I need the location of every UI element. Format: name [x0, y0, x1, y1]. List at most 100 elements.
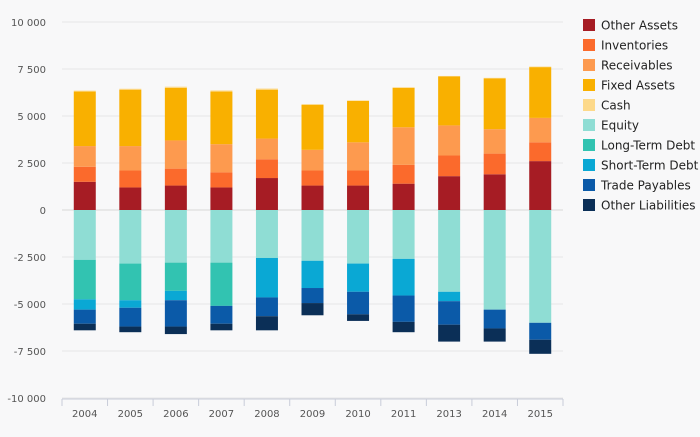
- bar-segment[interactable]: [255, 88, 278, 90]
- bar-segment[interactable]: [392, 87, 415, 128]
- bar-segment[interactable]: [483, 78, 506, 130]
- bar-segment[interactable]: [119, 89, 142, 147]
- bar-segment[interactable]: [301, 104, 324, 105]
- bar-segment[interactable]: [438, 125, 461, 156]
- bar-segment[interactable]: [301, 185, 324, 210]
- bar-segment[interactable]: [347, 142, 370, 171]
- bar-segment[interactable]: [210, 305, 233, 324]
- bar-segment[interactable]: [438, 324, 461, 342]
- bar-segment[interactable]: [255, 159, 278, 179]
- bar-segment[interactable]: [255, 138, 278, 160]
- bar-segment[interactable]: [483, 153, 506, 175]
- bar-segment[interactable]: [483, 174, 506, 210]
- bar-segment[interactable]: [73, 210, 96, 260]
- bar-segment[interactable]: [392, 183, 415, 210]
- bar-segment[interactable]: [392, 295, 415, 322]
- bar-segment[interactable]: [301, 210, 324, 261]
- bar-segment[interactable]: [438, 291, 461, 302]
- bar-segment[interactable]: [438, 155, 461, 177]
- legend-label[interactable]: Long-Term Debt: [601, 139, 695, 153]
- bar-segment[interactable]: [529, 67, 552, 118]
- bar-segment[interactable]: [483, 129, 506, 154]
- bar-segment[interactable]: [392, 258, 415, 296]
- bar-segment[interactable]: [529, 142, 552, 162]
- bar-segment[interactable]: [301, 260, 324, 289]
- bar-segment[interactable]: [529, 117, 552, 143]
- bar-segment[interactable]: [347, 170, 370, 186]
- bar-segment[interactable]: [255, 210, 278, 258]
- bar-segment[interactable]: [119, 326, 142, 333]
- legend-label[interactable]: Short-Term Debt: [601, 159, 699, 173]
- bar-segment[interactable]: [119, 187, 142, 210]
- legend-label[interactable]: Fixed Assets: [601, 79, 675, 93]
- bar-segment[interactable]: [301, 303, 324, 316]
- bar-segment[interactable]: [529, 322, 552, 340]
- bar-segment[interactable]: [164, 185, 187, 210]
- bar-segment[interactable]: [255, 178, 278, 210]
- bar-segment[interactable]: [73, 323, 96, 331]
- bar-segment[interactable]: [392, 164, 415, 184]
- bar-segment[interactable]: [164, 262, 187, 291]
- bar-segment[interactable]: [483, 309, 506, 329]
- bar-segment[interactable]: [164, 210, 187, 263]
- bar-segment[interactable]: [210, 323, 233, 331]
- bar-segment[interactable]: [119, 263, 142, 301]
- bar-segment[interactable]: [210, 90, 233, 92]
- bar-segment[interactable]: [164, 140, 187, 169]
- bar-segment[interactable]: [164, 87, 187, 141]
- bar-segment[interactable]: [529, 161, 552, 210]
- bar-segment[interactable]: [119, 307, 142, 327]
- bar-segment[interactable]: [119, 146, 142, 171]
- bar-segment[interactable]: [73, 309, 96, 324]
- bar-segment[interactable]: [164, 168, 187, 186]
- bar-segment[interactable]: [438, 75, 461, 77]
- bar-segment[interactable]: [73, 91, 96, 147]
- bar-segment[interactable]: [438, 176, 461, 210]
- legend-label[interactable]: Other Assets: [601, 19, 678, 33]
- bar-segment[interactable]: [255, 316, 278, 331]
- bar-segment[interactable]: [347, 100, 370, 101]
- bar-segment[interactable]: [529, 210, 552, 323]
- bar-segment[interactable]: [483, 77, 506, 79]
- bar-segment[interactable]: [210, 210, 233, 263]
- bar-segment[interactable]: [210, 262, 233, 306]
- bar-segment[interactable]: [529, 66, 552, 68]
- bar-segment[interactable]: [164, 300, 187, 327]
- bar-segment[interactable]: [438, 301, 461, 325]
- bar-segment[interactable]: [301, 170, 324, 186]
- bar-segment[interactable]: [301, 104, 324, 150]
- bar-segment[interactable]: [255, 257, 278, 298]
- bar-segment[interactable]: [347, 314, 370, 321]
- bar-segment[interactable]: [438, 76, 461, 126]
- legend-label[interactable]: Other Liabilities: [601, 199, 696, 213]
- bar-segment[interactable]: [164, 86, 187, 88]
- bar-segment[interactable]: [210, 91, 233, 145]
- bar-segment[interactable]: [255, 89, 278, 139]
- bar-segment[interactable]: [73, 166, 96, 182]
- bar-segment[interactable]: [255, 297, 278, 317]
- bar-segment[interactable]: [210, 144, 233, 173]
- bar-segment[interactable]: [73, 146, 96, 167]
- bar-segment[interactable]: [119, 170, 142, 188]
- legend-label[interactable]: Receivables: [601, 59, 673, 73]
- bar-segment[interactable]: [392, 127, 415, 165]
- bar-segment[interactable]: [119, 210, 142, 264]
- legend-label[interactable]: Equity: [601, 119, 639, 133]
- legend-label[interactable]: Cash: [601, 99, 631, 113]
- bar-segment[interactable]: [210, 172, 233, 188]
- bar-segment[interactable]: [119, 300, 142, 308]
- bar-segment[interactable]: [347, 263, 370, 292]
- bar-segment[interactable]: [164, 326, 187, 335]
- bar-segment[interactable]: [483, 328, 506, 342]
- bar-segment[interactable]: [392, 210, 415, 259]
- bar-segment[interactable]: [73, 259, 96, 300]
- bar-segment[interactable]: [347, 210, 370, 264]
- bar-segment[interactable]: [73, 181, 96, 210]
- bar-segment[interactable]: [483, 210, 506, 310]
- bar-segment[interactable]: [347, 100, 370, 143]
- legend-label[interactable]: Trade Payables: [600, 179, 691, 193]
- bar-segment[interactable]: [529, 339, 552, 354]
- bar-segment[interactable]: [347, 291, 370, 315]
- bar-segment[interactable]: [347, 185, 370, 210]
- legend-label[interactable]: Inventories: [601, 39, 668, 53]
